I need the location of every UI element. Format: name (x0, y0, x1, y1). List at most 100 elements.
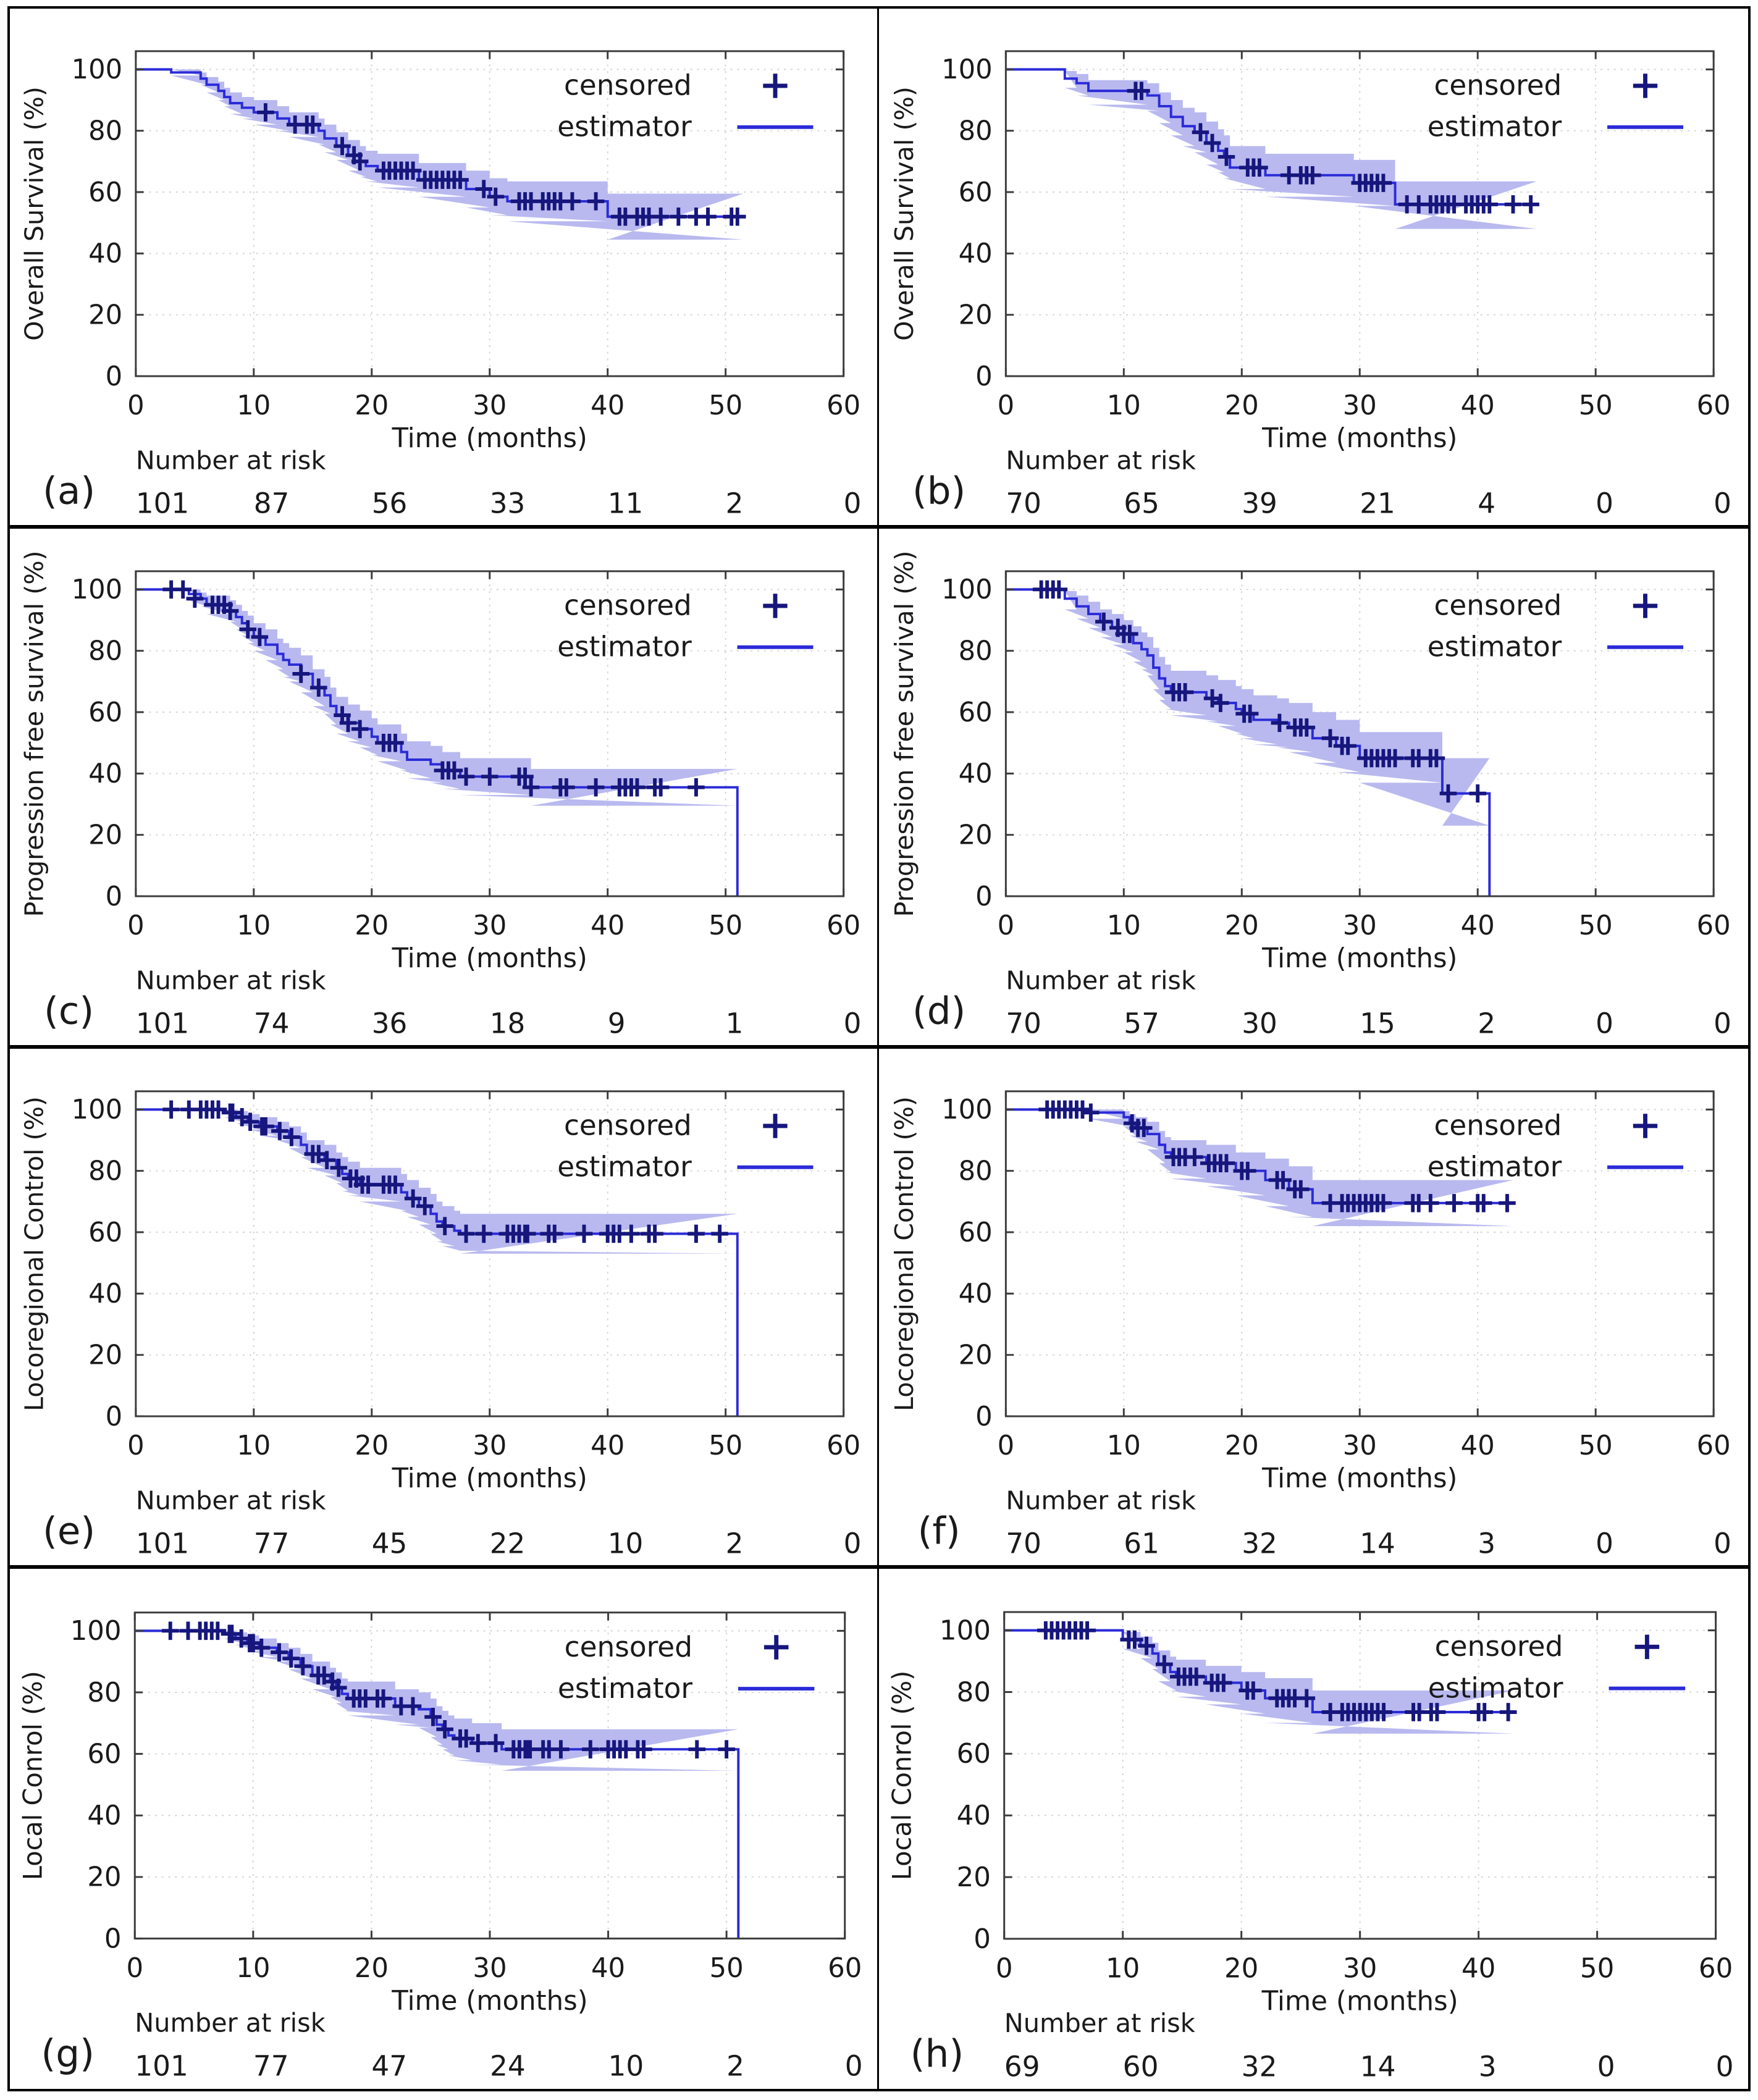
panel-f: 0 20 40 60 80 100 0 10 20 30 40 50 60 Time (months) Lo… (879, 1049, 1748, 1569)
number-at-risk-value: 14 (1360, 1527, 1395, 1560)
censored-marks (162, 580, 705, 797)
y-tick-label: 80 (88, 1156, 122, 1186)
x-axis-label: Time (months) (391, 1986, 587, 2017)
y-axis-label: Locoregional Control (%) (19, 1096, 49, 1411)
number-at-risk-header: Number at risk (136, 966, 326, 996)
number-at-risk-value: 30 (1242, 1007, 1277, 1040)
axis-ticks (1004, 1091, 1715, 1418)
number-at-risk-value: 1 (726, 1007, 744, 1040)
censored-marks (1127, 82, 1539, 214)
y-tick-label: 0 (106, 1401, 123, 1432)
plot-border (1003, 1611, 1717, 1940)
x-tick-label: 40 (591, 1430, 625, 1461)
y-axis-label: Overall Survival (%) (19, 86, 49, 341)
censored-marks (257, 103, 746, 226)
x-tick-label: 10 (1107, 390, 1141, 421)
y-tick-label: 100 (941, 1094, 993, 1125)
x-axis-label: Time (months) (1261, 1986, 1458, 2017)
y-tick-label: 0 (104, 1923, 122, 1954)
estimator-curve (135, 68, 744, 218)
x-tick-label: 50 (709, 1430, 742, 1461)
x-axis-label: Time (months) (392, 1463, 587, 1494)
x-axis-label: Time (months) (1261, 943, 1457, 974)
legend-estimator-label: estimator (1428, 111, 1562, 143)
axis-ticks (133, 1612, 846, 1940)
number-at-risk-value: 10 (608, 2050, 644, 2083)
legend-estimator-label: estimator (1428, 631, 1562, 663)
number-at-risk-value: 0 (1596, 1527, 1613, 1560)
plot-border (1004, 1090, 1715, 1418)
x-tick-label: 10 (1106, 1953, 1140, 1984)
x-tick-label: 40 (1461, 1953, 1495, 1984)
x-tick-label: 20 (1225, 1430, 1259, 1461)
legend-censored-marker (1633, 594, 1658, 618)
number-at-risk-value: 87 (254, 487, 290, 519)
number-at-risk-header: Number at risk (136, 446, 326, 476)
y-tick-label: 60 (87, 1739, 121, 1770)
number-at-risk-value: 70 (1006, 1007, 1041, 1040)
legend-censored-label: censored (1434, 69, 1562, 102)
x-tick-label: 10 (1107, 910, 1141, 941)
number-at-risk-value: 65 (1124, 487, 1159, 519)
y-tick-label: 20 (88, 1340, 122, 1371)
number-at-risk-value: 2 (726, 487, 744, 519)
x-tick-label: 50 (709, 910, 742, 941)
estimator-curve (135, 1108, 739, 1417)
x-tick-label: 20 (1225, 910, 1259, 941)
legend-censored-marker (1634, 1634, 1660, 1660)
legend-censored-marker (763, 1114, 788, 1138)
x-tick-label: 10 (237, 910, 271, 941)
number-at-risk-value: 22 (490, 1527, 526, 1560)
number-at-risk-value: 101 (135, 2050, 188, 2083)
confidence-band (1064, 70, 1537, 229)
y-tick-label: 40 (959, 238, 993, 269)
y-tick-label: 80 (88, 636, 122, 666)
km-figure-grid: 0 20 40 60 80 100 0 10 20 30 40 50 60 Time (months) Ov… (7, 6, 1751, 2091)
y-tick-label: 100 (941, 574, 993, 605)
y-tick-label: 40 (88, 758, 122, 789)
y-tick-label: 0 (106, 361, 123, 392)
legend-censored-label: censored (1435, 1630, 1563, 1663)
number-at-risk-header: Number at risk (1006, 446, 1196, 476)
x-tick-label: 20 (355, 1430, 389, 1461)
y-tick-label: 40 (957, 1800, 991, 1831)
legend-estimator-label: estimator (558, 1672, 693, 1705)
confidence-band (1088, 1109, 1513, 1227)
number-at-risk-value: 45 (372, 1527, 408, 1560)
y-axis-label: Locoregional Control (%) (890, 1096, 919, 1411)
x-tick-label: 10 (237, 1430, 271, 1461)
y-tick-label: 20 (959, 820, 993, 850)
y-tick-label: 100 (72, 54, 123, 85)
x-tick-label: 30 (473, 1953, 507, 1984)
number-at-risk-value: 0 (1714, 487, 1731, 519)
axis-ticks (1004, 571, 1715, 897)
number-at-risk-value: 70 (1006, 487, 1041, 519)
number-at-risk-header: Number at risk (135, 2009, 325, 2038)
legend-estimator-label: estimator (1428, 1151, 1562, 1183)
x-tick-label: 20 (1225, 390, 1259, 421)
x-tick-label: 60 (826, 910, 860, 941)
number-at-risk-header: Number at risk (1006, 1486, 1196, 1516)
panel-letter: (a) (43, 469, 95, 513)
x-tick-label: 20 (355, 910, 389, 941)
x-tick-label: 30 (1343, 1953, 1377, 1984)
x-tick-label: 10 (1107, 1430, 1141, 1461)
axis-ticks (135, 571, 845, 897)
x-tick-label: 10 (236, 1953, 270, 1984)
x-tick-label: 60 (828, 1953, 862, 1984)
x-axis-label: Time (months) (1261, 1463, 1457, 1494)
x-axis-label: Time (months) (1261, 423, 1457, 454)
y-tick-label: 100 (940, 1615, 991, 1646)
legend-censored-label: censored (565, 1631, 692, 1663)
x-tick-label: 40 (591, 390, 625, 421)
y-tick-label: 60 (957, 1739, 991, 1770)
y-tick-label: 60 (88, 697, 122, 728)
panel-letter: (f) (918, 1510, 961, 1553)
confidence-band (188, 589, 738, 806)
number-at-risk-value: 0 (1596, 1007, 1613, 1040)
number-at-risk-value: 4 (1478, 487, 1495, 519)
x-tick-label: 20 (355, 1953, 389, 1984)
